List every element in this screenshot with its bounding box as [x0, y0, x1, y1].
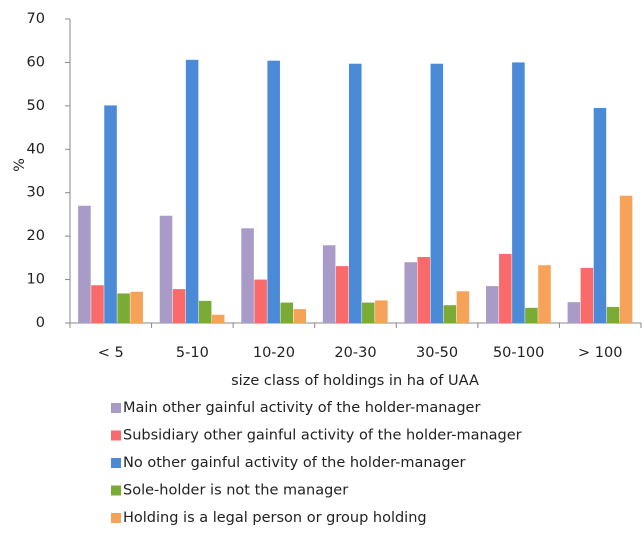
y-tick-label: 40 [27, 141, 45, 157]
bar [293, 309, 307, 323]
legend-label: Subsidiary other gainful activity of the… [123, 428, 522, 444]
bar [593, 108, 607, 324]
bar [456, 291, 470, 323]
y-tick-label: 0 [36, 315, 45, 331]
bar [322, 245, 336, 323]
bar [486, 286, 499, 323]
bar [512, 62, 525, 324]
bar [280, 302, 294, 323]
x-tick-label: 30-50 [416, 345, 458, 361]
bar [241, 228, 254, 323]
bar [362, 302, 375, 323]
bar [172, 289, 186, 323]
bar [525, 307, 538, 323]
x-tick-label: 20-30 [334, 345, 376, 361]
legend-swatch [111, 458, 121, 468]
bar [198, 300, 212, 323]
bar [538, 265, 551, 323]
legend-label: Sole-holder is not the manager [123, 483, 348, 499]
bar [606, 306, 620, 323]
legend-label: Main other gainful activity of the holde… [123, 400, 480, 416]
legend-swatch [111, 430, 121, 441]
bar [211, 314, 225, 323]
bar [91, 285, 104, 323]
legend-label: Holding is a legal person or group holdi… [123, 510, 427, 526]
legend-label: No other gainful activity of the holder-… [123, 455, 466, 471]
y-tick-label: 50 [27, 98, 45, 114]
bar [159, 215, 173, 323]
bar [443, 305, 457, 323]
bar [104, 105, 117, 324]
x-tick-label: < 5 [98, 345, 124, 361]
bar [267, 60, 280, 323]
bar [348, 63, 362, 323]
x-tick-label: 5-10 [176, 345, 209, 361]
legend-swatch [111, 403, 121, 413]
y-tick-label: 30 [27, 185, 45, 201]
y-axis-title: % [12, 158, 28, 172]
y-tick-label: 20 [27, 228, 45, 244]
x-tick-label: 50-100 [493, 345, 544, 361]
x-tick-label: > 100 [578, 345, 622, 361]
bar [404, 262, 417, 323]
bar [254, 279, 267, 323]
bar [117, 293, 130, 323]
x-tick-label: 10-20 [253, 345, 295, 361]
bar [185, 59, 199, 324]
bar [430, 63, 444, 323]
bar [375, 300, 388, 323]
legend-swatch [111, 513, 121, 523]
bar [567, 302, 581, 323]
y-tick-label: 10 [27, 272, 45, 288]
x-axis-title: size class of holdings in ha of UAA [231, 373, 479, 389]
bar [619, 195, 633, 323]
bar [78, 205, 91, 323]
bar [417, 256, 431, 323]
bar [580, 267, 594, 323]
y-tick-label: 70 [27, 11, 45, 27]
bar [499, 253, 512, 323]
legend-swatch [111, 485, 121, 496]
bar [130, 291, 143, 323]
bar [335, 266, 349, 323]
y-tick-label: 60 [27, 54, 45, 70]
